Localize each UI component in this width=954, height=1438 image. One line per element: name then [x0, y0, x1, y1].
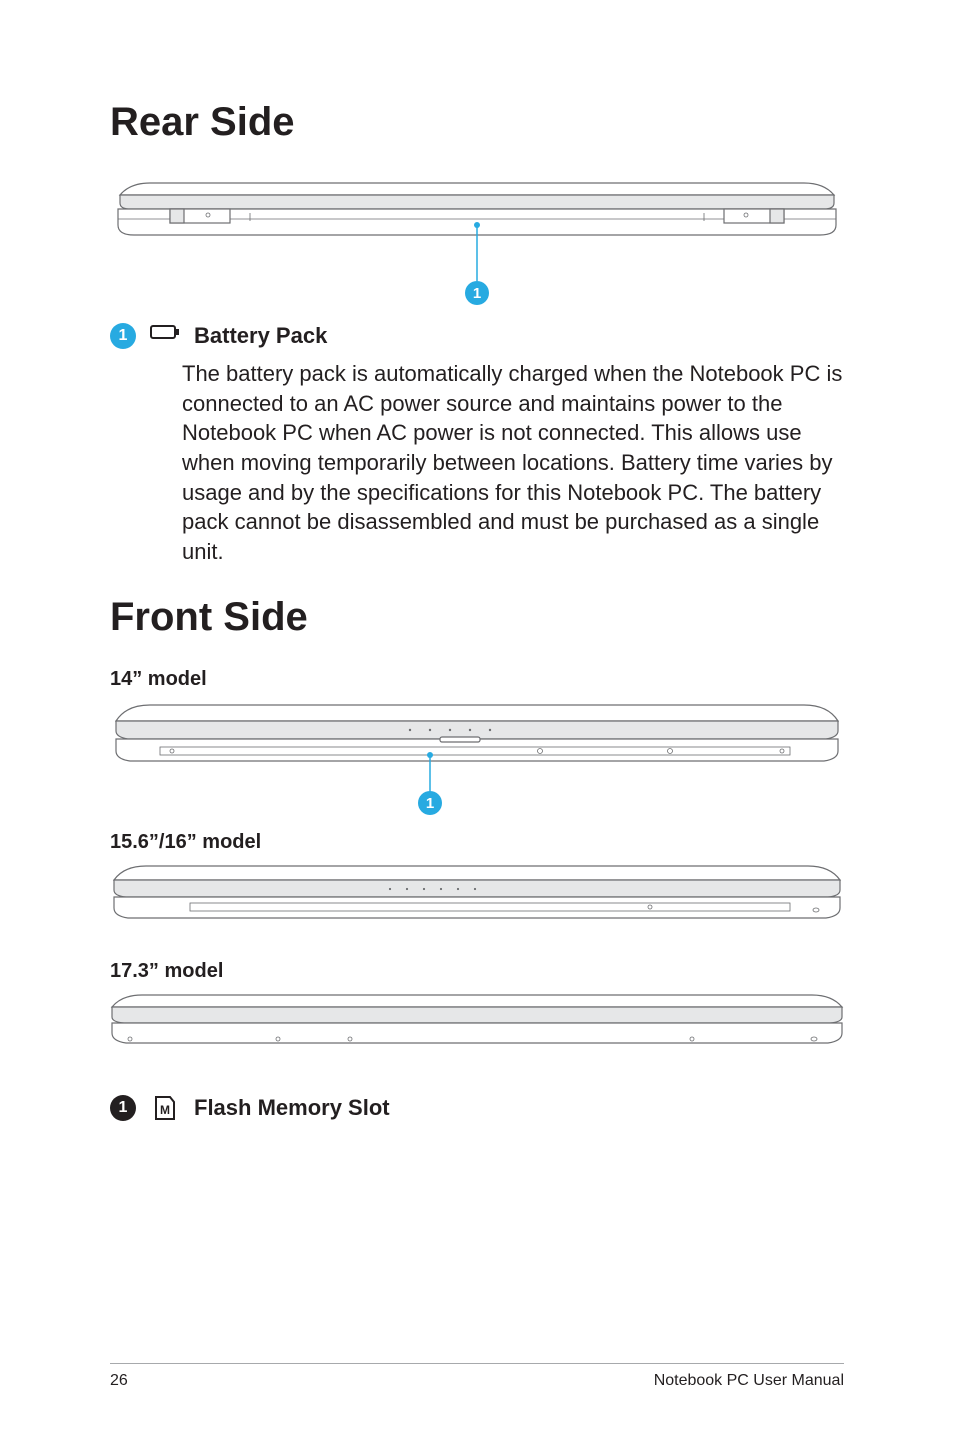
page-number: 26 — [110, 1372, 128, 1390]
front-14-callout-number: 1 — [426, 795, 434, 812]
model-label-17: 17.3” model — [110, 960, 844, 983]
front-item-title: Flash Memory Slot — [194, 1095, 390, 1121]
rear-item-body: The battery pack is automatically charge… — [182, 359, 844, 567]
model-label-14: 14” model — [110, 668, 844, 691]
rear-item-badge: 1 — [110, 323, 136, 349]
rear-item-title: Battery Pack — [194, 323, 327, 349]
front-item-badge: 1 — [110, 1095, 136, 1121]
rear-item-row: 1 Battery Pack — [110, 323, 844, 349]
front-side-heading: Front Side — [110, 595, 844, 640]
battery-icon — [150, 323, 180, 341]
svg-text:M: M — [160, 1103, 170, 1117]
rear-callout-number: 1 — [473, 285, 481, 302]
front-15-diagram — [110, 860, 844, 934]
front-item-row: 1 M Flash Memory Slot — [110, 1095, 844, 1121]
front-17-diagram — [110, 989, 844, 1055]
rear-side-heading: Rear Side — [110, 100, 844, 145]
page-footer: 26 Notebook PC User Manual — [110, 1363, 844, 1390]
model-label-15: 15.6”/16” model — [110, 831, 844, 854]
doc-title: Notebook PC User Manual — [654, 1372, 844, 1390]
rear-side-diagram: 1 — [110, 173, 844, 313]
flash-memory-icon: M — [150, 1095, 180, 1121]
front-14-diagram: 1 — [110, 697, 844, 817]
